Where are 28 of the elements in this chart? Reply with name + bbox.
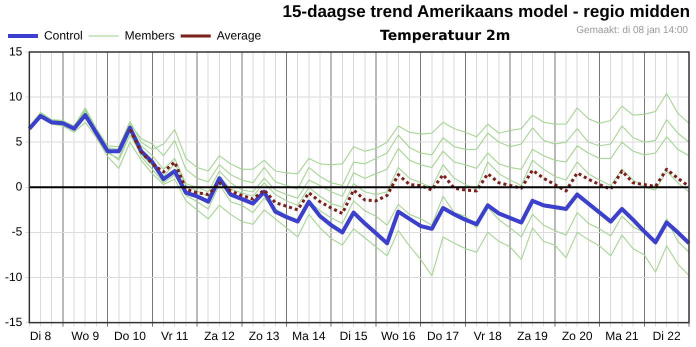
x-tick-label: Ma 21 — [605, 329, 639, 344]
y-tick-label: -10 — [5, 270, 23, 284]
y-tick-label: 10 — [8, 89, 23, 104]
x-tick-label: Di 15 — [340, 329, 368, 344]
text: Gemaakt: di 08 jan 14:00 — [576, 25, 688, 36]
chart-title: 15-daagse trend Amerikaans model - regio midden — [282, 2, 690, 22]
y-tick-label: 5 — [16, 134, 23, 149]
x-tick-label: Zo 20 — [562, 329, 593, 344]
chart-subtitle: Temperatuur 2m — [380, 28, 510, 44]
y-tick-label: -5 — [12, 224, 23, 239]
x-tick-label: Do 17 — [427, 329, 460, 344]
x-tick-label: Di 22 — [652, 329, 681, 344]
x-tick-label: Zo 13 — [248, 329, 280, 344]
x-tick-label: Za 19 — [517, 329, 548, 344]
y-tick-label: 0 — [16, 180, 23, 194]
x-tick-label: Ma 14 — [292, 329, 326, 344]
x-tick-label: Vr 11 — [161, 329, 189, 344]
legend-label: Control — [44, 28, 83, 42]
x-tick-label: Do 10 — [114, 329, 146, 344]
x-tick-label: Za 12 — [204, 329, 236, 344]
x-tick-label: Wo 9 — [71, 329, 100, 344]
legend-label: Average — [216, 28, 262, 42]
legend-label: Members — [124, 28, 175, 42]
x-tick-label: Vr 18 — [474, 329, 502, 344]
y-tick-label: -15 — [5, 314, 23, 329]
x-tick-label: Di 8 — [30, 329, 52, 344]
y-tick-label: 15 — [8, 44, 23, 58]
x-tick-label: Wo 16 — [381, 329, 416, 344]
